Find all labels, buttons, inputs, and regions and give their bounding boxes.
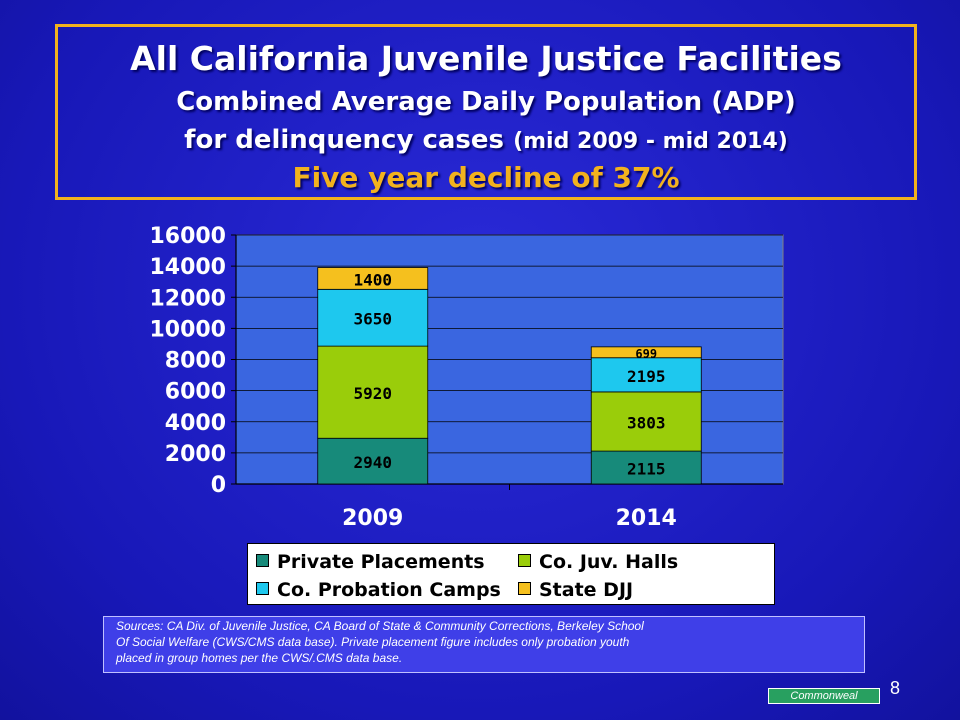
data-label: 3803 xyxy=(627,413,666,432)
bar-segment xyxy=(317,437,429,485)
legend-swatch-private-placements xyxy=(256,554,269,567)
title-line3-main: for delinquency cases xyxy=(184,125,505,155)
bar-segment xyxy=(317,267,429,290)
bar-segment xyxy=(317,288,429,347)
sources-line2: Of Social Welfare (CWS/CMS data base). P… xyxy=(116,635,630,649)
commonweal-label: Commonweal xyxy=(768,688,880,704)
y-tick-label: 2000 xyxy=(165,442,226,467)
data-label: 3650 xyxy=(353,310,392,329)
y-tick-label: 14000 xyxy=(149,255,226,280)
legend-item-co-juv-halls: Co. Juv. Halls xyxy=(518,551,678,573)
bar-segment xyxy=(590,391,702,452)
legend-item-private-placements: Private Placements xyxy=(256,551,485,573)
y-tick-label: 6000 xyxy=(165,380,226,405)
y-tick-label: 4000 xyxy=(165,411,226,436)
title-line2: Combined Average Daily Population (ADP) xyxy=(176,87,796,117)
bar-segment xyxy=(317,345,429,439)
y-tick-label: 16000 xyxy=(149,224,226,249)
title-line3-dates: (mid 2009 - mid 2014) xyxy=(513,129,788,154)
legend-swatch-co-probation-camps xyxy=(256,582,269,595)
sources-line1: Sources: CA Div. of Juvenile Justice, CA… xyxy=(116,619,644,633)
x-tick-label: 2009 xyxy=(342,506,403,531)
chart-legend: Private Placements Co. Juv. Halls Co. Pr… xyxy=(247,543,775,605)
data-label: 5920 xyxy=(353,384,392,403)
legend-item-co-probation-camps: Co. Probation Camps xyxy=(256,579,501,601)
data-label: 2195 xyxy=(627,367,666,386)
sources-note: Sources: CA Div. of Juvenile Justice, CA… xyxy=(103,616,865,673)
y-tick-label: 12000 xyxy=(149,286,226,311)
legend-label: Co. Probation Camps xyxy=(277,579,501,601)
legend-item-state-djj: State DJJ xyxy=(518,579,633,601)
legend-swatch-state-djj xyxy=(518,582,531,595)
bar-segment xyxy=(590,346,702,359)
legend-label: Co. Juv. Halls xyxy=(539,551,679,573)
data-label: 2115 xyxy=(627,460,666,479)
legend-label: State DJJ xyxy=(539,579,634,601)
legend-swatch-co-juv-halls xyxy=(518,554,531,567)
sources-line3: placed in group homes per the CWS/.CMS d… xyxy=(116,651,403,665)
title-line1: All California Juvenile Justice Faciliti… xyxy=(130,39,842,78)
x-tick-label: 2014 xyxy=(616,506,677,531)
data-label: 2940 xyxy=(353,453,392,472)
y-tick-label: 8000 xyxy=(165,349,226,374)
page-number: 8 xyxy=(890,678,901,698)
bar-segment xyxy=(590,450,702,485)
y-tick-label: 0 xyxy=(211,473,226,498)
data-label: 1400 xyxy=(353,270,392,289)
y-tick-label: 10000 xyxy=(149,317,226,342)
title-line3: for delinquency cases (mid 2009 - mid 20… xyxy=(58,125,914,155)
legend-label: Private Placements xyxy=(277,551,485,573)
bar-segment xyxy=(590,357,702,393)
title-line4: Five year decline of 37% xyxy=(292,161,680,194)
data-label: 699 xyxy=(635,347,657,361)
title-box: All California Juvenile Justice Faciliti… xyxy=(55,24,917,200)
